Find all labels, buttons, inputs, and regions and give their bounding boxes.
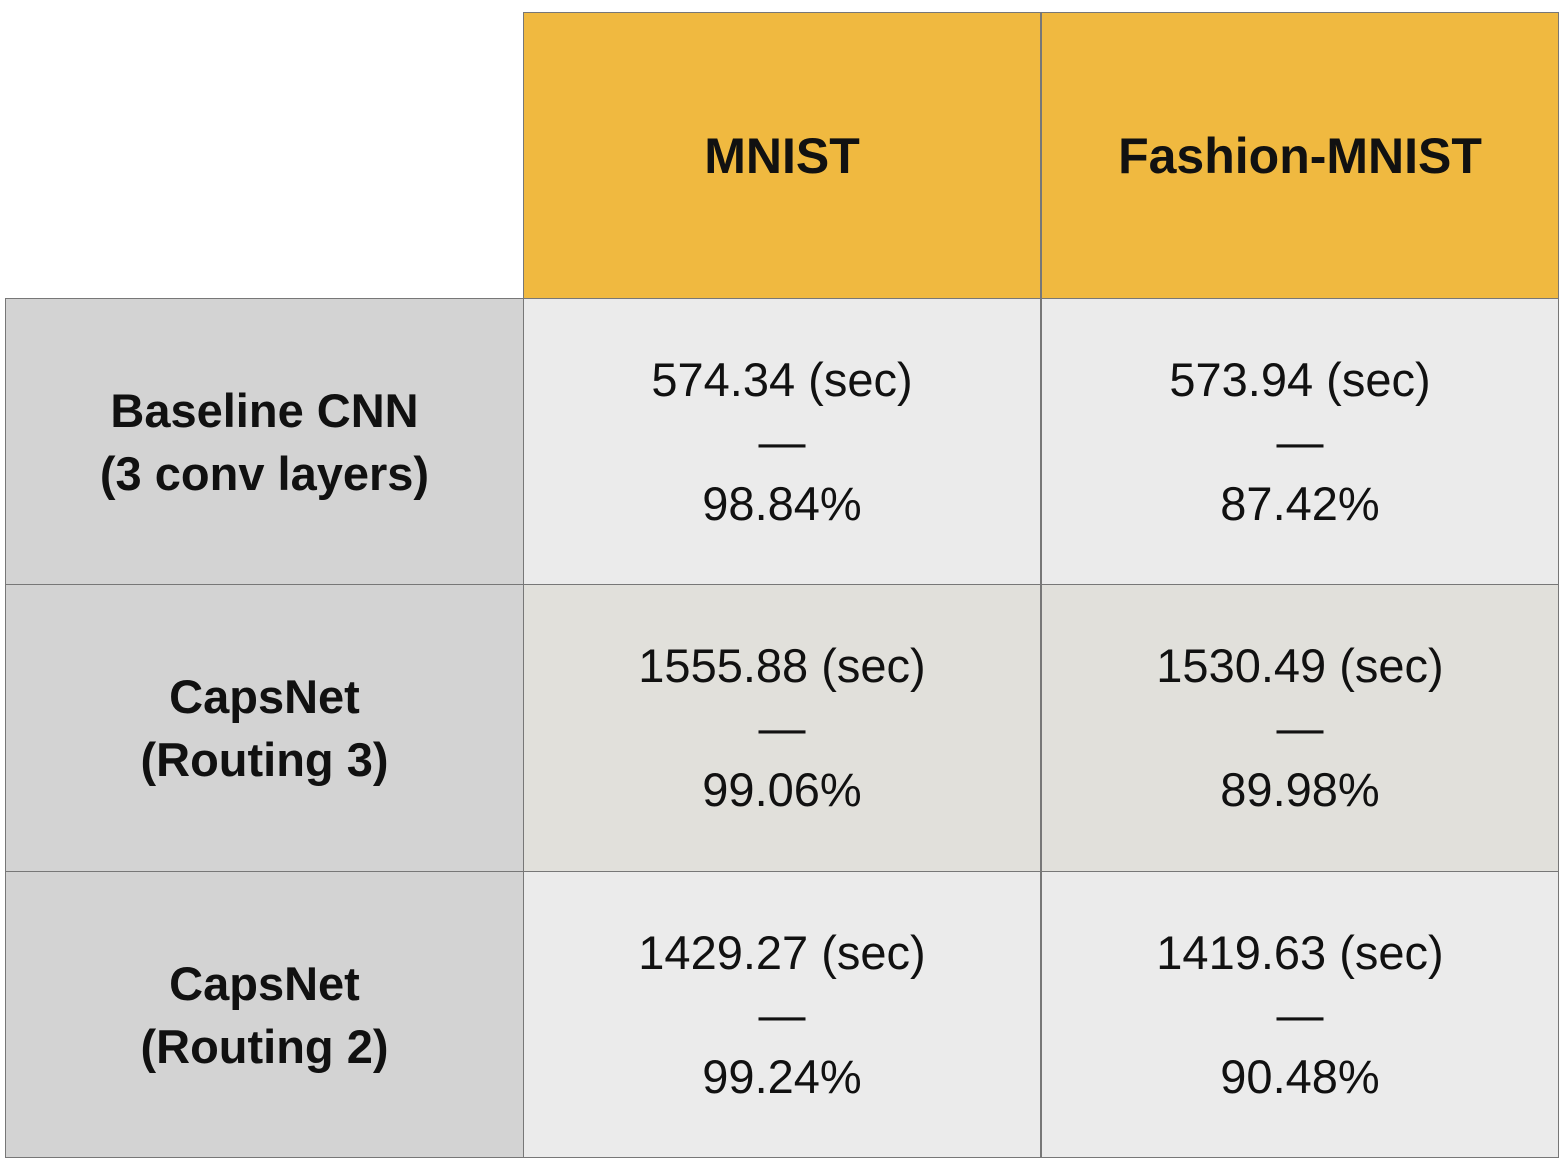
- cell-separator: —: [758, 414, 806, 468]
- table-cell: 1530.49 (sec) — 89.98%: [1041, 584, 1559, 872]
- row-header-line: CapsNet: [169, 670, 360, 723]
- cell-accuracy: 87.42%: [1220, 476, 1380, 530]
- cell-accuracy: 89.98%: [1220, 763, 1380, 816]
- row-header-line: (Routing 3): [140, 733, 389, 786]
- row-header-line: (3 conv layers): [99, 446, 430, 500]
- cell-accuracy: 98.84%: [702, 476, 862, 530]
- row-header-line: CapsNet: [169, 956, 360, 1010]
- cell-time: 1555.88 (sec): [638, 639, 926, 692]
- cell-time: 1419.63 (sec): [1156, 925, 1444, 979]
- row-header-line: (Routing 2): [140, 1019, 389, 1073]
- cell-separator: —: [1276, 701, 1324, 754]
- cell-separator: —: [1276, 414, 1324, 468]
- row-header-capsnet-routing-3: CapsNet (Routing 3): [5, 584, 524, 872]
- table-cell: 573.94 (sec) — 87.42%: [1041, 298, 1559, 585]
- cell-accuracy: 90.48%: [1220, 1049, 1380, 1103]
- row-header-line: Baseline CNN: [110, 383, 419, 437]
- column-header-label: Fashion-MNIST: [1118, 127, 1482, 184]
- cell-time: 1429.27 (sec): [638, 925, 926, 979]
- table-cell: 574.34 (sec) — 98.84%: [523, 298, 1041, 585]
- column-header-fashion-mnist: Fashion-MNIST: [1041, 12, 1559, 299]
- table-cell: 1429.27 (sec) — 99.24%: [523, 871, 1041, 1158]
- cell-time: 573.94 (sec): [1169, 352, 1431, 406]
- table-cell: 1555.88 (sec) — 99.06%: [523, 584, 1041, 872]
- row-header-baseline-cnn: Baseline CNN (3 conv layers): [5, 298, 524, 585]
- cell-time: 574.34 (sec): [651, 352, 913, 406]
- cell-separator: —: [758, 987, 806, 1041]
- cell-accuracy: 99.24%: [702, 1049, 862, 1103]
- column-header-label: MNIST: [704, 127, 860, 184]
- table-cell: 1419.63 (sec) — 90.48%: [1041, 871, 1559, 1158]
- cell-time: 1530.49 (sec): [1156, 639, 1444, 692]
- cell-separator: —: [758, 701, 806, 754]
- cell-accuracy: 99.06%: [702, 763, 862, 816]
- row-header-capsnet-routing-2: CapsNet (Routing 2): [5, 871, 524, 1158]
- cell-separator: —: [1276, 987, 1324, 1041]
- column-header-mnist: MNIST: [523, 12, 1041, 299]
